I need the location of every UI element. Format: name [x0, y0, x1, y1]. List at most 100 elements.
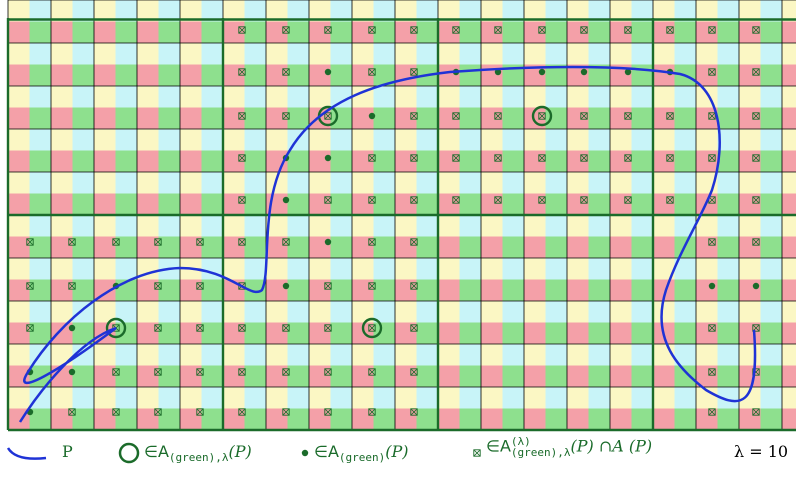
grid-cell — [545, 322, 568, 345]
grid-cell — [653, 172, 675, 194]
grid-cell — [696, 0, 718, 22]
grid-cell — [395, 43, 417, 65]
grid-cell — [266, 322, 288, 345]
boxed-cross-icon — [752, 238, 760, 246]
grid-cell — [373, 279, 396, 302]
grid-cell — [588, 129, 611, 151]
grid-cell — [481, 258, 503, 280]
grid-cell — [180, 344, 202, 366]
grid-cell — [287, 21, 310, 44]
grid-cell — [352, 365, 374, 388]
grid-cell — [352, 387, 374, 409]
boxed-cross-icon — [368, 238, 376, 246]
grid-cell — [158, 107, 181, 130]
grid-cell — [373, 21, 396, 44]
grid-cell — [696, 129, 718, 151]
grid-cell — [158, 236, 181, 259]
grid-cell — [94, 365, 116, 388]
boxed-cross-icon — [154, 408, 162, 416]
boxed-cross-icon — [324, 408, 332, 416]
grid-cell — [739, 21, 761, 44]
grid-cell — [674, 322, 697, 345]
grid-cell — [739, 301, 761, 323]
boxed-cross-icon — [26, 238, 34, 246]
grid-cell — [610, 344, 632, 366]
grid-cell — [717, 279, 740, 302]
dot-icon — [368, 112, 376, 120]
grid-cell — [481, 43, 503, 65]
grid-cell — [72, 64, 95, 87]
boxed-cross-icon — [494, 154, 502, 162]
grid-cell — [438, 236, 460, 259]
grid-cell — [782, 150, 796, 173]
grid-cell — [244, 129, 267, 151]
grid-cell — [416, 129, 439, 151]
grid-cell — [610, 129, 632, 151]
grid-cell — [137, 150, 159, 173]
grid-cell — [201, 301, 224, 323]
grid-cell — [201, 129, 224, 151]
grid-cell — [545, 43, 568, 65]
grid-cell — [438, 64, 460, 87]
grid-cell — [717, 301, 740, 323]
grid-cell — [610, 258, 632, 280]
grid-cell — [524, 172, 546, 194]
grid-cell — [72, 258, 95, 280]
grid-cell — [459, 43, 482, 65]
grid-cell — [309, 258, 331, 280]
grid-cell — [223, 236, 245, 259]
grid-cell — [180, 193, 202, 216]
grid-cell — [29, 236, 52, 259]
boxed-cross-icon — [154, 238, 162, 246]
dot-icon — [282, 282, 290, 290]
grid-cell — [631, 344, 654, 366]
grid-cell — [201, 86, 224, 108]
grid-cell — [266, 172, 288, 194]
grid-cell — [330, 236, 353, 259]
grid-cell — [674, 150, 697, 173]
grid-cell — [739, 0, 761, 22]
grid-cell — [545, 129, 568, 151]
grid-cell — [72, 279, 95, 302]
grid-cell — [481, 129, 503, 151]
grid-cell — [201, 193, 224, 216]
cell-markers — [26, 26, 760, 416]
grid-cell — [760, 107, 783, 130]
grid-cell — [653, 236, 675, 259]
grid-cell — [180, 86, 202, 108]
grid-cell — [502, 301, 525, 323]
grid-cell — [674, 279, 697, 302]
grid-cell — [29, 322, 52, 345]
grid-cell — [51, 64, 73, 87]
grid-cell — [309, 43, 331, 65]
grid-cell — [330, 129, 353, 151]
boxed-cross-icon — [238, 68, 246, 76]
grid-cell — [51, 43, 73, 65]
grid-cell — [309, 129, 331, 151]
grid-cell — [760, 86, 783, 108]
grid-cell — [545, 215, 568, 237]
grid-cell — [696, 150, 718, 173]
grid-cell — [545, 301, 568, 323]
grid-cell — [610, 322, 632, 345]
boxed-cross-icon — [410, 26, 418, 34]
grid-cell — [115, 258, 138, 280]
grid-cell — [72, 86, 95, 108]
grid-cell — [244, 408, 267, 431]
grid-cell — [94, 21, 116, 44]
grid-cell — [782, 172, 796, 194]
grid-cell — [653, 64, 675, 87]
grid-cell — [760, 344, 783, 366]
legend-dot-entry: ∈A(green)(P) — [314, 442, 409, 465]
grid-cell — [524, 301, 546, 323]
dot-icon — [324, 238, 332, 246]
grid-cell — [29, 387, 52, 409]
grid-cell — [287, 193, 310, 216]
grid-cell — [352, 0, 374, 22]
dot-icon — [282, 196, 290, 204]
grid-cell — [459, 193, 482, 216]
curve-swatch-icon — [6, 447, 47, 460]
grid-cell — [502, 21, 525, 44]
grid-cell — [330, 64, 353, 87]
grid-cell — [94, 43, 116, 65]
